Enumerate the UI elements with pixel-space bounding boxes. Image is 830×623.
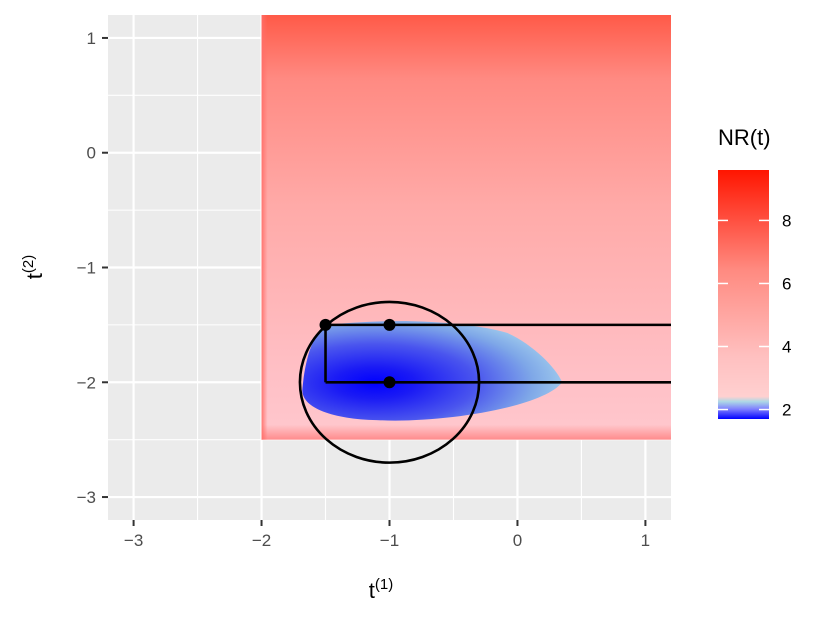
x-tick-label: −3 [124, 531, 143, 550]
x-tick-label: 1 [641, 531, 650, 550]
x-axis-title: t(1) [369, 576, 393, 603]
legend-title: NR(t) [718, 125, 771, 150]
y-axis-title: t(2) [20, 255, 47, 279]
x-tick-label: −2 [252, 531, 271, 550]
low-value-region [302, 321, 563, 421]
data-point [383, 318, 396, 331]
legend-ticks: 2 4 6 8 [718, 211, 791, 420]
x-tick-label: −1 [380, 531, 399, 550]
y-axis: −3 −2 −1 0 1 [77, 29, 108, 507]
legend: NR(t) 2 4 6 8 [718, 125, 791, 420]
annotations [298, 300, 671, 464]
y-tick-label: 1 [87, 29, 96, 48]
legend-label: 8 [782, 211, 791, 230]
data-point [319, 318, 332, 331]
y-tick-label: −1 [77, 259, 96, 278]
y-tick-label: 0 [87, 144, 96, 163]
heatmap-field-edge [261, 15, 268, 440]
x-tick-label: 0 [513, 531, 522, 550]
heatmap [261, 15, 671, 440]
y-tick-label: −2 [77, 373, 96, 392]
legend-colorbar [718, 170, 769, 419]
legend-label: 6 [782, 274, 791, 293]
legend-label: 4 [782, 338, 791, 357]
y-tick-label: −3 [77, 488, 96, 507]
legend-label: 2 [782, 401, 791, 420]
x-axis: −3 −2 −1 0 1 [124, 520, 650, 550]
data-point [383, 376, 396, 389]
